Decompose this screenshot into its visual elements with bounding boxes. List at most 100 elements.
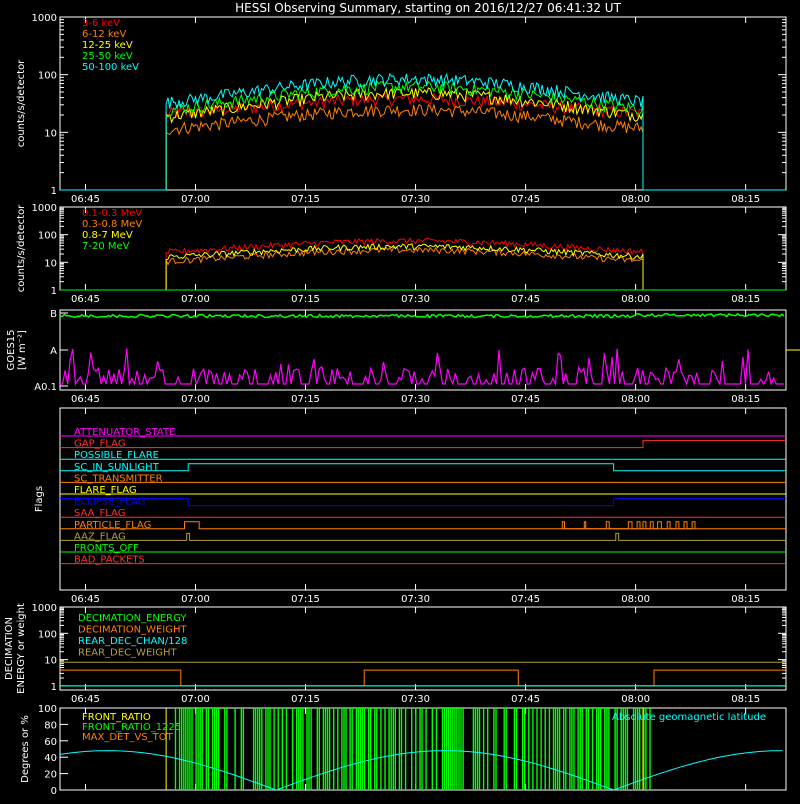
y-axis-label: Degrees or % (20, 715, 31, 783)
x-tick-label: 06:45 (71, 394, 100, 405)
series-line (60, 80, 786, 191)
x-tick-label: 08:00 (621, 294, 650, 305)
ratio-frame (59, 707, 787, 791)
ratio-panel: 0 20 40 60 80 100 Degrees or % FRONT_RATIOFRONT… (20, 704, 787, 797)
x-tick-label: 06:45 (71, 194, 100, 205)
y-tick-label: 0 (51, 786, 57, 797)
legend-entry: FRONT_RATIO_1225 (82, 722, 181, 733)
y-tick-label: 10 (44, 656, 57, 667)
x-tick-label: 07:15 (291, 394, 320, 405)
x-tick-label: 07:00 (181, 594, 210, 605)
legend-entry: DECIMATION_ENERGY (78, 613, 187, 624)
legend-entry: DECIMATION_WEIGHT (78, 625, 187, 636)
x-tick-label: 07:15 (291, 194, 320, 205)
series-25-50 keV (60, 80, 786, 191)
y-tick-label: 20 (44, 770, 57, 781)
x-tick-label: 08:15 (731, 694, 760, 705)
x-tick-label: 07:30 (401, 394, 430, 405)
page-title: HESSI Observing Summary, starting on 201… (235, 1, 621, 15)
x-tick-label: 07:00 (181, 394, 210, 405)
series-line (60, 86, 786, 191)
series-0.8-7 MeV (60, 243, 786, 291)
particle-flag-pulses (561, 521, 696, 530)
flag-label: ATTENUATOR_STATE (74, 427, 175, 438)
y-tick-label: B (50, 309, 57, 320)
flag-label: SC_TRANSMITTER (74, 473, 163, 484)
series-line (60, 72, 786, 191)
panel2-frame (59, 206, 787, 291)
y-tick-label: 1000 (32, 203, 57, 214)
y-tick-label: 1 (51, 286, 57, 297)
flag-line (60, 532, 786, 541)
series-50-100 keV (60, 72, 786, 191)
panel2-panel: 06:45 07:00 07:15 07:30 07:45 08:00 08:15 1 10 10… (16, 203, 787, 305)
legend-entry: 0.8-7 MeV (82, 230, 133, 241)
legend-entry: REAR_DEC_CHAN/128 (78, 636, 187, 647)
x-tick-label: 07:45 (511, 594, 540, 605)
x-tick-label: 07:00 (181, 694, 210, 705)
decimation-frame (59, 606, 787, 691)
legend-entry: 0.1-0.3 MeV (82, 208, 142, 219)
y-axis-label-2: ENERGY or weight (16, 603, 27, 694)
y-tick-label: 100 (38, 704, 57, 715)
flag-line (60, 521, 786, 530)
flag-line (60, 440, 786, 449)
y-axis-label: Flags (34, 486, 45, 512)
x-tick-label: 07:00 (181, 294, 210, 305)
legend-entry: 0.3-0.8 MeV (82, 219, 142, 230)
y-tick-label: 60 (44, 737, 57, 748)
x-tick-label: 08:00 (621, 194, 650, 205)
panel3-frame (59, 309, 787, 391)
x-tick-label: 06:45 (71, 594, 100, 605)
goes-long-line (59, 312, 785, 319)
flag-label: PARTICLE_FLAG (74, 520, 151, 531)
flag-label: FLARE_FLAG (74, 485, 137, 496)
y-tick-label: 100 (38, 629, 57, 640)
y-axis-label: counts/s/detector (16, 59, 27, 147)
series-0.1-0.3 MeV (60, 237, 786, 291)
goes-short-line (60, 348, 784, 387)
x-tick-label: 08:15 (731, 294, 760, 305)
legend-entry: 6-12 keV (82, 29, 126, 40)
legend-entry: FRONT_RATIO (82, 712, 151, 723)
flag-label: SC_IN_SUNLIGHT (74, 462, 160, 473)
x-tick-label: 07:30 (401, 294, 430, 305)
x-tick-label: 07:30 (401, 594, 430, 605)
flag-label: FRONTS_OFF (74, 543, 139, 554)
flag-label: AAZ_FLAG (74, 531, 126, 542)
x-tick-label: 07:15 (291, 594, 320, 605)
y-tick-label: 10 (44, 128, 57, 139)
legend-entry: REAR_DEC_WEIGHT (78, 648, 177, 659)
flag-line (60, 498, 786, 507)
x-tick-label: 08:00 (621, 394, 650, 405)
y-tick-label: 10 (44, 258, 57, 269)
x-tick-label: 07:00 (181, 194, 210, 205)
y-axis-unit: [W m⁻²] (17, 330, 28, 370)
x-tick-label: 08:15 (731, 394, 760, 405)
x-tick-label: 07:45 (511, 394, 540, 405)
y-tick-label: 1 (51, 682, 57, 693)
series-0.3-0.8 MeV (60, 246, 786, 291)
legend-entry: 3-6 keV (82, 18, 120, 29)
y-axis-label: GOES15 (6, 329, 17, 370)
panel1-frame (59, 16, 787, 191)
legend-entry: 25-50 keV (82, 51, 133, 62)
decimation-line (60, 669, 786, 687)
x-tick-label: 07:45 (511, 694, 540, 705)
flag-label: POSSIBLE_FLARE (74, 450, 159, 461)
x-tick-label: 06:45 (71, 694, 100, 705)
x-tick-label: 07:30 (401, 194, 430, 205)
series-line (60, 103, 786, 191)
y-tick-label: 100 (38, 231, 57, 242)
y-tick-label: 40 (44, 753, 57, 764)
x-tick-label: 07:30 (401, 694, 430, 705)
flag-label: BAD_PACKETS (74, 555, 145, 566)
x-tick-label: 08:15 (731, 194, 760, 205)
x-tick-label: 06:45 (71, 294, 100, 305)
series-line (60, 246, 786, 291)
x-tick-label: 08:15 (731, 594, 760, 605)
panel1-panel: 06:45 07:00 07:15 07:30 07:45 08:00 08:15 1 10 10… (16, 13, 787, 205)
flag-label: GAP_FLAG (74, 439, 126, 450)
y-axis-label: DECIMATION (4, 617, 15, 680)
